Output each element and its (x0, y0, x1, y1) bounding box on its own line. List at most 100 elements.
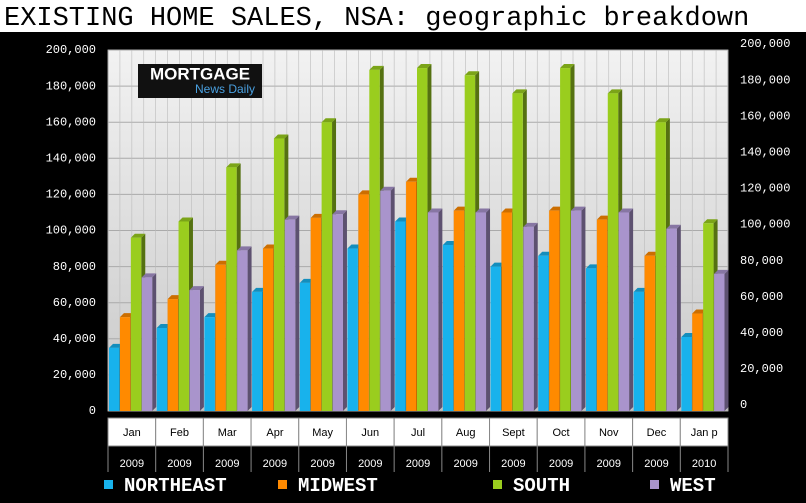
year-label: 2009 (120, 458, 144, 470)
legend-swatch (278, 480, 287, 489)
year-label: 2009 (310, 458, 334, 470)
y2-tick-label: 40,000 (740, 326, 783, 340)
bar (263, 248, 274, 411)
category-cell (250, 417, 300, 447)
bar-side (152, 273, 157, 411)
bar (538, 255, 549, 411)
category-cell (441, 417, 491, 447)
bar (560, 68, 571, 412)
year-label: 2009 (501, 458, 525, 470)
bar-side (724, 269, 729, 411)
bar (380, 190, 391, 411)
y2-tick-label: 20,000 (740, 362, 783, 376)
bar-top (618, 208, 634, 213)
year-label: 2010 (692, 458, 716, 470)
year-label: 2009 (358, 458, 382, 470)
bar (692, 313, 703, 411)
bar-top (156, 323, 172, 328)
x-tick-label: Jan (123, 427, 141, 439)
x-tick-label: Aug (456, 427, 476, 439)
bar-top (237, 246, 252, 251)
bar-top (380, 186, 395, 191)
bar-top (189, 286, 204, 291)
bar (130, 237, 142, 411)
bar (167, 299, 179, 411)
bar-top (284, 215, 300, 220)
bar (501, 212, 512, 411)
bar (178, 221, 189, 411)
bar-top (523, 222, 538, 227)
bar-top (369, 65, 384, 70)
bar (703, 223, 714, 411)
bar (427, 212, 439, 411)
y-tick-label: 20,000 (53, 368, 96, 382)
bar (442, 244, 454, 411)
bar (607, 93, 619, 411)
bar-top (490, 262, 505, 267)
bar (273, 138, 285, 411)
bar-side (390, 186, 395, 411)
y2-tick-label: 60,000 (740, 290, 783, 304)
bar-top (130, 233, 146, 238)
bar (549, 210, 560, 411)
bar (464, 75, 476, 412)
category-cell (202, 417, 252, 447)
x-tick-label: Apr (266, 427, 283, 439)
bar (475, 212, 487, 411)
y-tick-label: 40,000 (53, 332, 96, 346)
bar (204, 317, 215, 411)
bar-side (295, 215, 300, 411)
bar (714, 273, 725, 411)
bar (596, 219, 608, 411)
y-tick-label: 60,000 (53, 296, 96, 310)
year-label: 2009 (167, 458, 191, 470)
legend-label: SOUTH (513, 475, 570, 497)
bar (406, 181, 417, 411)
y2-tick-label: 80,000 (740, 254, 783, 268)
bar-top (538, 251, 553, 256)
category-cell (298, 417, 347, 447)
bar-top (332, 210, 347, 215)
year-label: 2009 (263, 458, 287, 470)
bar-top (442, 240, 458, 245)
legend-swatch (650, 480, 659, 489)
bar-top (560, 64, 575, 69)
x-tick-label: Nov (599, 427, 619, 439)
bar (453, 210, 465, 411)
y2-tick-label: 0 (740, 398, 747, 412)
bar (417, 68, 428, 412)
bar-side (676, 224, 681, 411)
bar-top (273, 134, 289, 139)
bar-top (252, 287, 267, 292)
year-label: 2009 (549, 458, 573, 470)
bar (215, 264, 226, 411)
bar (512, 93, 523, 411)
year-label: 2009 (597, 458, 621, 470)
x-tick-label: May (312, 427, 333, 439)
bar-top (464, 71, 480, 76)
category-cell (632, 417, 681, 447)
y-tick-label: 80,000 (53, 260, 96, 274)
bar-top (453, 206, 469, 211)
year-label: 2009 (215, 458, 239, 470)
category-cell (155, 417, 204, 447)
bar (666, 228, 677, 411)
legend-label: NORTHEAST (124, 475, 227, 497)
logo-box (138, 64, 262, 98)
bar (299, 282, 311, 411)
legend-swatch (104, 480, 113, 489)
category-cell (107, 417, 157, 447)
x-tick-label: Dec (647, 427, 667, 439)
x-tick-label: Sept (502, 427, 525, 439)
bar (585, 268, 597, 411)
y-tick-label: 160,000 (46, 115, 96, 129)
bar (571, 210, 582, 411)
bar (141, 277, 153, 411)
bar-top (703, 219, 718, 224)
bar-top (226, 163, 241, 168)
logo-subtext: News Daily (195, 82, 255, 96)
bar-top (167, 295, 183, 300)
x-tick-label: Jul (411, 427, 425, 439)
bar-top (417, 64, 432, 69)
bar (226, 167, 237, 411)
